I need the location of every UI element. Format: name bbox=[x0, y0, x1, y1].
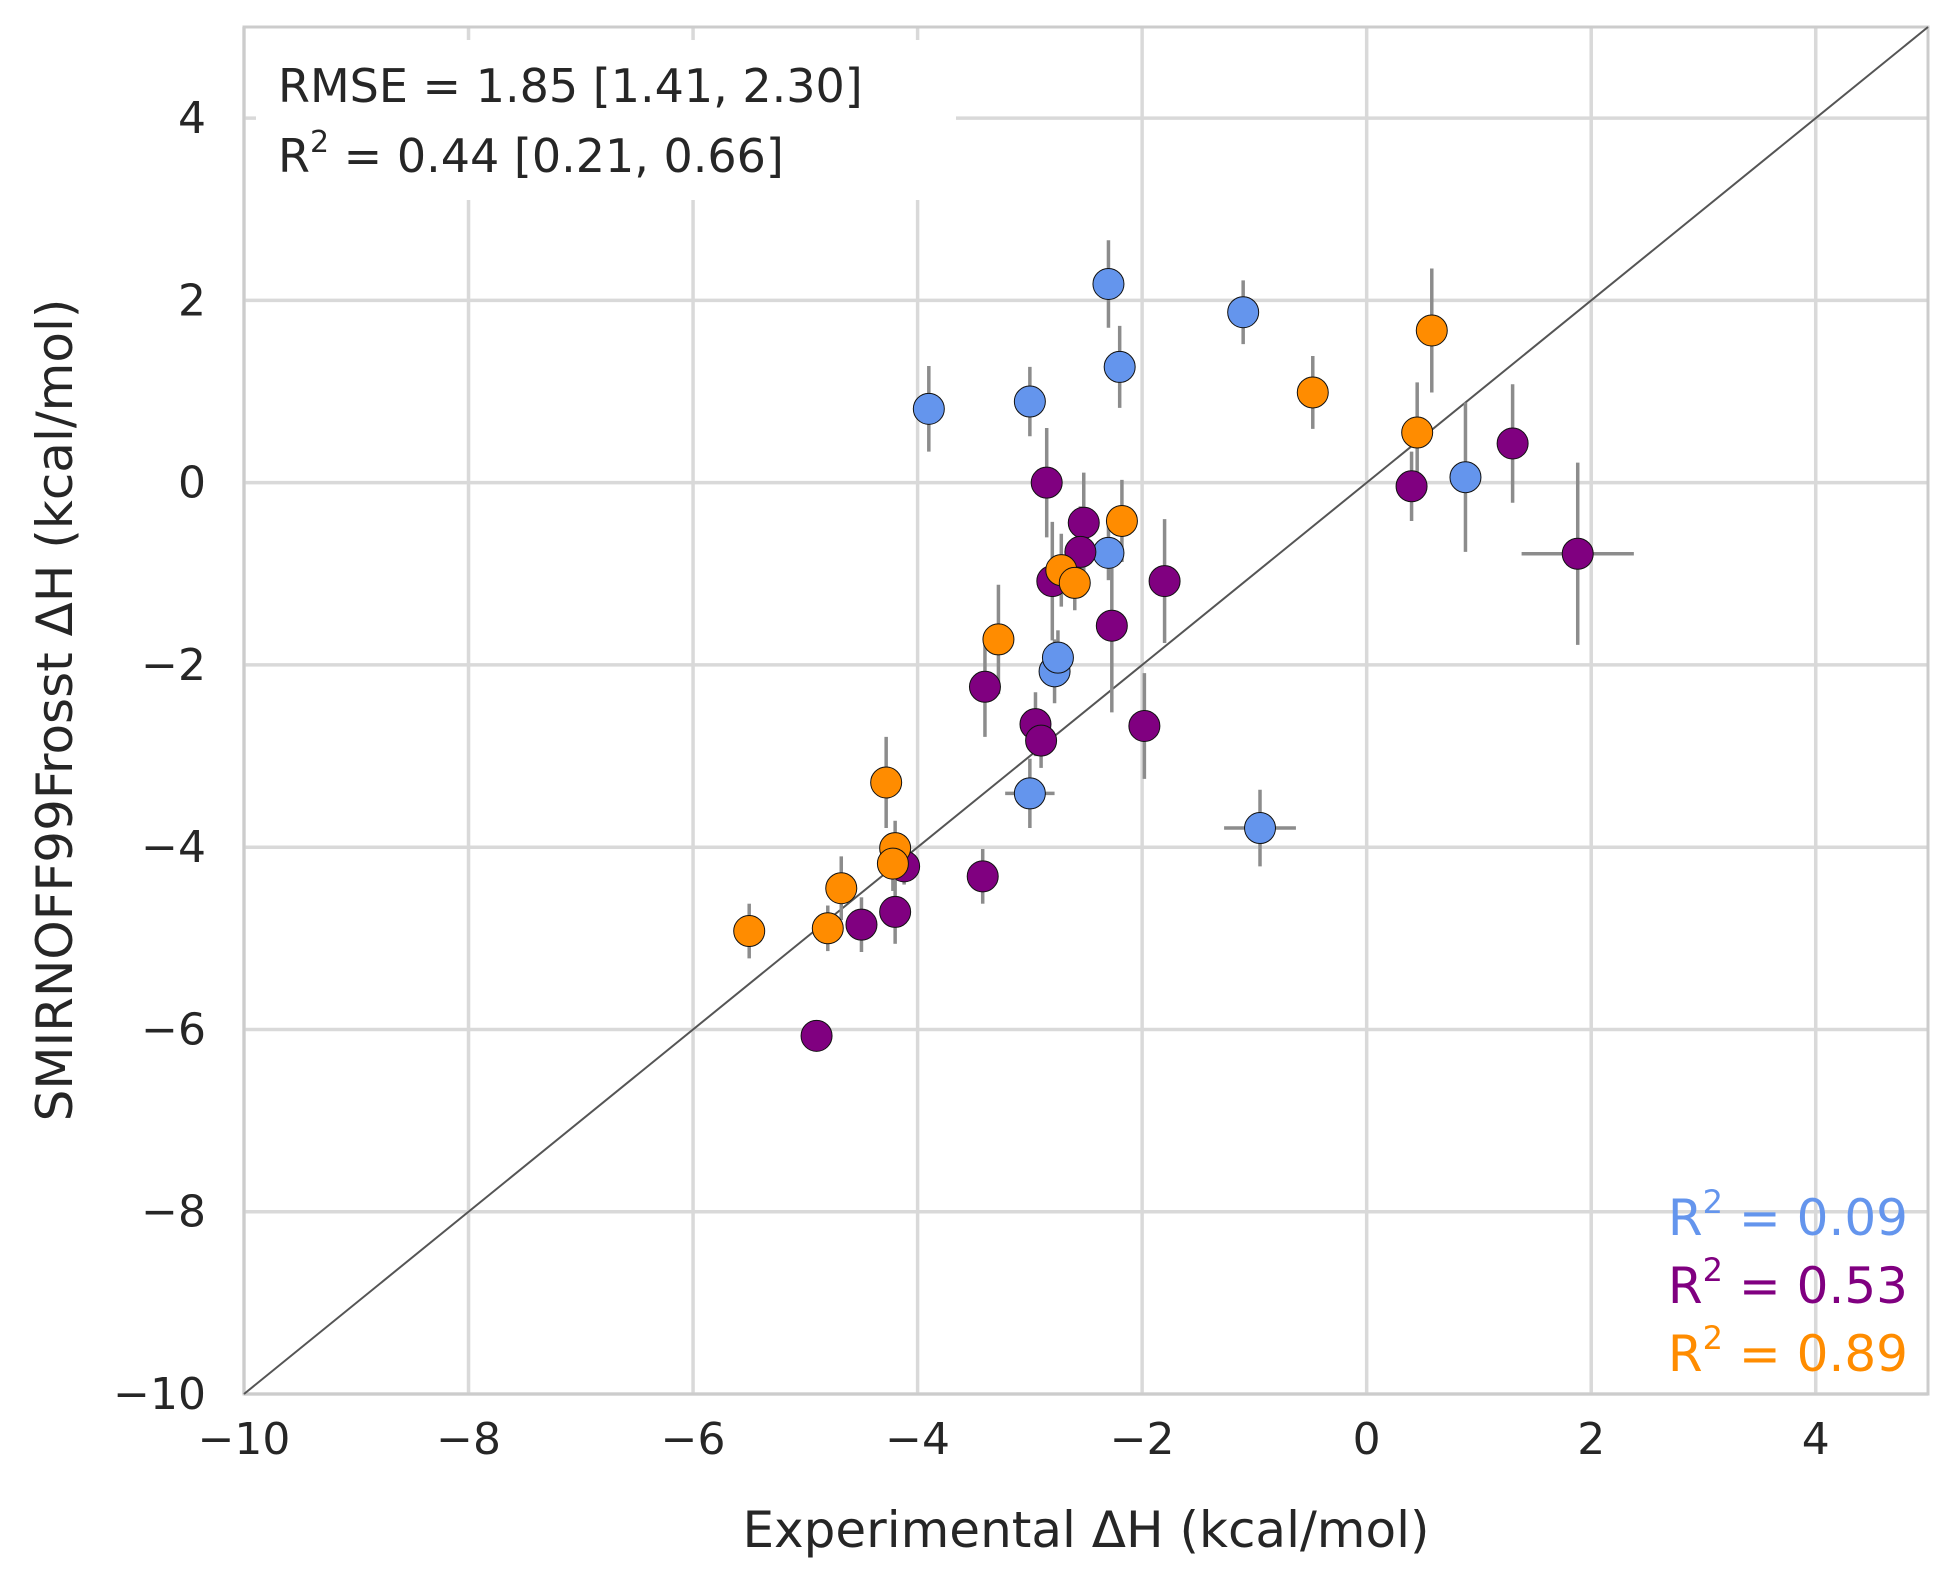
y-tick-label: 2 bbox=[178, 275, 206, 326]
x-tick-label: −4 bbox=[885, 1414, 950, 1465]
r2-overall-text: R2 = 0.44 [0.21, 0.66] bbox=[278, 125, 784, 183]
data-point-orange bbox=[825, 872, 858, 905]
series-r2-text: R2 = 0.89 bbox=[1668, 1319, 1908, 1383]
series-r2-text: R2 = 0.53 bbox=[1668, 1251, 1908, 1315]
data-point-blue bbox=[912, 392, 945, 425]
r2-overall-prefix: R bbox=[278, 129, 310, 183]
data-point-orange bbox=[876, 847, 909, 880]
data-point-blue bbox=[1244, 812, 1277, 845]
data-point-purple bbox=[800, 1019, 833, 1052]
data-point-purple bbox=[968, 670, 1001, 703]
data-point-blue bbox=[1449, 461, 1482, 494]
stats-box bbox=[256, 40, 956, 200]
series-r2-prefix: R bbox=[1668, 1257, 1703, 1315]
series-r2-prefix: R bbox=[1668, 1189, 1703, 1247]
series-r2-prefix: R bbox=[1668, 1325, 1703, 1383]
rmse-text: RMSE = 1.85 [1.41, 2.30] bbox=[278, 59, 863, 113]
data-point-purple bbox=[1395, 470, 1428, 503]
y-tick-label: 0 bbox=[178, 458, 206, 509]
data-point-purple bbox=[1067, 506, 1100, 539]
plot-frame bbox=[242, 25, 1930, 1396]
data-point-purple bbox=[966, 860, 999, 893]
data-point-orange bbox=[1415, 314, 1448, 347]
data-point-purple bbox=[879, 895, 912, 928]
data-point-orange bbox=[982, 623, 1015, 656]
series-r2-superscript: 2 bbox=[1703, 1251, 1723, 1289]
series-r2-text: R2 = 0.09 bbox=[1668, 1183, 1908, 1247]
data-point-blue bbox=[1103, 350, 1136, 383]
x-tick-label: 2 bbox=[1577, 1414, 1605, 1465]
x-tick-label: −10 bbox=[198, 1414, 291, 1465]
data-point-purple bbox=[1025, 724, 1058, 757]
data-point-blue bbox=[1092, 536, 1125, 569]
x-tick-label: −8 bbox=[436, 1414, 501, 1465]
data-point-blue bbox=[1227, 296, 1260, 329]
data-point-purple bbox=[1095, 609, 1128, 642]
x-tick-label: 4 bbox=[1802, 1414, 1830, 1465]
x-tick-label: −2 bbox=[1110, 1414, 1175, 1465]
data-point-purple bbox=[1030, 466, 1063, 499]
y-tick-label: −2 bbox=[141, 640, 206, 691]
series-r2-value: = 0.53 bbox=[1723, 1257, 1908, 1315]
data-point-purple bbox=[1496, 427, 1529, 460]
data-point-purple bbox=[1148, 565, 1181, 598]
point-layer bbox=[733, 267, 1594, 1052]
data-point-orange bbox=[870, 766, 903, 799]
data-point-blue bbox=[1092, 267, 1125, 300]
data-point-blue bbox=[1013, 385, 1046, 418]
data-point-blue bbox=[1041, 641, 1074, 674]
data-point-blue bbox=[1013, 777, 1046, 810]
y-tick-label: −10 bbox=[113, 1369, 206, 1420]
data-point-orange bbox=[1296, 376, 1329, 409]
data-point-orange bbox=[1105, 504, 1138, 537]
y-tick-label: −4 bbox=[141, 822, 206, 873]
series-r2-value: = 0.89 bbox=[1723, 1325, 1908, 1383]
r2-overall-superscript: 2 bbox=[310, 125, 329, 160]
y-tick-label: −6 bbox=[141, 1004, 206, 1055]
identity-line bbox=[243, 26, 1929, 1395]
series-r2-superscript: 2 bbox=[1703, 1183, 1723, 1221]
series-r2-value: = 0.09 bbox=[1723, 1189, 1908, 1247]
r2-overall-value: = 0.44 [0.21, 0.66] bbox=[329, 129, 784, 183]
data-point-orange bbox=[733, 915, 766, 948]
x-tick-label: −6 bbox=[661, 1414, 726, 1465]
data-point-purple bbox=[845, 908, 878, 941]
series-r2-superscript: 2 bbox=[1703, 1319, 1723, 1357]
y-tick-label: −8 bbox=[141, 1187, 206, 1238]
y-axis-label: SMIRNOFF99Frosst ΔH (kcal/mol) bbox=[26, 299, 84, 1122]
x-axis-label: Experimental ΔH (kcal/mol) bbox=[742, 1501, 1429, 1559]
y-tick-label: 4 bbox=[178, 93, 206, 144]
data-point-orange bbox=[1401, 416, 1434, 449]
data-point-orange bbox=[811, 912, 844, 945]
data-point-purple bbox=[1128, 709, 1161, 742]
data-point-orange bbox=[1058, 566, 1091, 599]
data-point-purple bbox=[1561, 537, 1594, 570]
tick-label-layer: −10 −8 −6 −4 −2 0 2 4 −10 −8 −6 −4 −2 0 2 4 bbox=[113, 93, 1830, 1465]
x-tick-label: 0 bbox=[1353, 1414, 1381, 1465]
